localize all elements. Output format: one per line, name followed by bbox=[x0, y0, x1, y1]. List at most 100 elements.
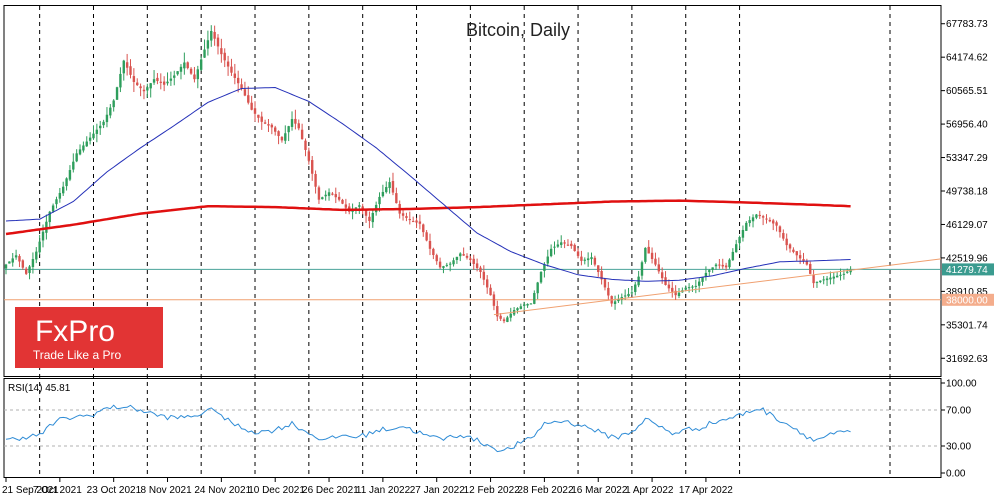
rsi-level-lines bbox=[4, 409, 941, 447]
candle bbox=[327, 188, 331, 201]
candle bbox=[529, 303, 533, 305]
candle bbox=[792, 247, 795, 254]
candle bbox=[58, 187, 62, 203]
candle bbox=[196, 65, 200, 89]
candle bbox=[721, 258, 724, 269]
candle bbox=[755, 213, 758, 220]
candle bbox=[593, 255, 597, 267]
candle bbox=[391, 172, 395, 196]
candle bbox=[364, 208, 368, 223]
current-price-label: 41279.74 bbox=[946, 265, 988, 276]
candle bbox=[687, 283, 691, 293]
candle bbox=[290, 111, 294, 131]
candle bbox=[576, 248, 580, 259]
candle bbox=[62, 181, 65, 196]
y-tick-label: 42519.96 bbox=[946, 253, 988, 264]
candle bbox=[99, 120, 102, 135]
candle bbox=[72, 153, 75, 173]
candle bbox=[243, 81, 247, 97]
candle bbox=[758, 210, 761, 219]
candle bbox=[772, 218, 775, 231]
candle bbox=[260, 111, 263, 130]
candle bbox=[267, 118, 270, 132]
x-tick-label: 7 Oct 2021 bbox=[33, 485, 82, 496]
candle bbox=[203, 39, 206, 58]
candle bbox=[738, 235, 741, 249]
x-tick-label: 1 Apr 2022 bbox=[625, 485, 674, 496]
rsi-tick-label: 0.00 bbox=[946, 469, 966, 480]
logo-tagline: Trade Like a Pro bbox=[33, 348, 122, 362]
candle bbox=[186, 61, 189, 70]
y-tick-label: 46129.07 bbox=[946, 220, 988, 231]
candle bbox=[846, 268, 849, 274]
candle bbox=[405, 212, 408, 222]
candle bbox=[257, 114, 260, 123]
candle bbox=[741, 225, 745, 242]
y-tick-label: 53347.29 bbox=[946, 153, 988, 164]
y-tick-label: 56956.40 bbox=[946, 120, 988, 131]
candle bbox=[324, 190, 327, 201]
candle bbox=[213, 25, 216, 46]
level-price-label: 38000.00 bbox=[946, 295, 988, 306]
candle bbox=[657, 257, 661, 274]
candle bbox=[331, 191, 334, 196]
candle bbox=[233, 63, 237, 85]
candle bbox=[68, 165, 72, 182]
candle bbox=[442, 265, 445, 274]
x-tick-label: 28 Feb 2022 bbox=[517, 485, 574, 496]
candle bbox=[55, 196, 58, 209]
candle bbox=[159, 73, 162, 90]
candle bbox=[166, 72, 169, 86]
candle bbox=[280, 136, 284, 143]
candle bbox=[613, 295, 617, 310]
candle bbox=[216, 34, 220, 55]
candle bbox=[566, 239, 570, 247]
ma50-line bbox=[5, 86, 851, 282]
rsi-line bbox=[5, 404, 851, 453]
candle bbox=[640, 260, 644, 280]
candle bbox=[206, 30, 210, 56]
candle bbox=[294, 109, 297, 130]
y-tick-label: 38910.85 bbox=[946, 287, 988, 298]
x-tick-label: 8 Nov 2021 bbox=[141, 485, 193, 496]
candle bbox=[694, 279, 698, 294]
x-tick-label: 16 Mar 2022 bbox=[571, 485, 628, 496]
candle bbox=[728, 258, 731, 269]
candle bbox=[125, 53, 129, 76]
candle bbox=[210, 25, 213, 47]
candle bbox=[667, 279, 671, 292]
candle bbox=[448, 261, 452, 272]
candle bbox=[691, 285, 694, 292]
candle bbox=[502, 317, 506, 324]
candle bbox=[526, 303, 529, 308]
candle bbox=[472, 254, 475, 270]
candle bbox=[344, 198, 348, 214]
candle bbox=[751, 214, 755, 228]
candle bbox=[250, 95, 253, 111]
candle bbox=[519, 303, 523, 310]
candle bbox=[95, 123, 99, 143]
candle bbox=[85, 136, 88, 147]
candle bbox=[795, 251, 798, 261]
candle bbox=[129, 59, 132, 79]
candle bbox=[189, 67, 193, 75]
candle bbox=[445, 262, 449, 268]
candle bbox=[146, 83, 149, 98]
x-tick-label: 10 Dec 2021 bbox=[248, 485, 305, 496]
candle bbox=[109, 104, 112, 119]
candle bbox=[630, 286, 634, 295]
candle bbox=[829, 271, 832, 285]
candle bbox=[590, 252, 593, 265]
candle bbox=[546, 249, 549, 267]
candle bbox=[455, 256, 459, 264]
candle bbox=[731, 248, 735, 261]
candle bbox=[31, 252, 35, 274]
x-tick-label: 17 Apr 2022 bbox=[679, 485, 733, 496]
rsi-label: RSI(14) 45.81 bbox=[8, 383, 71, 394]
candle bbox=[708, 269, 711, 276]
candle bbox=[78, 144, 82, 156]
candle bbox=[75, 149, 78, 163]
candle bbox=[401, 210, 405, 221]
